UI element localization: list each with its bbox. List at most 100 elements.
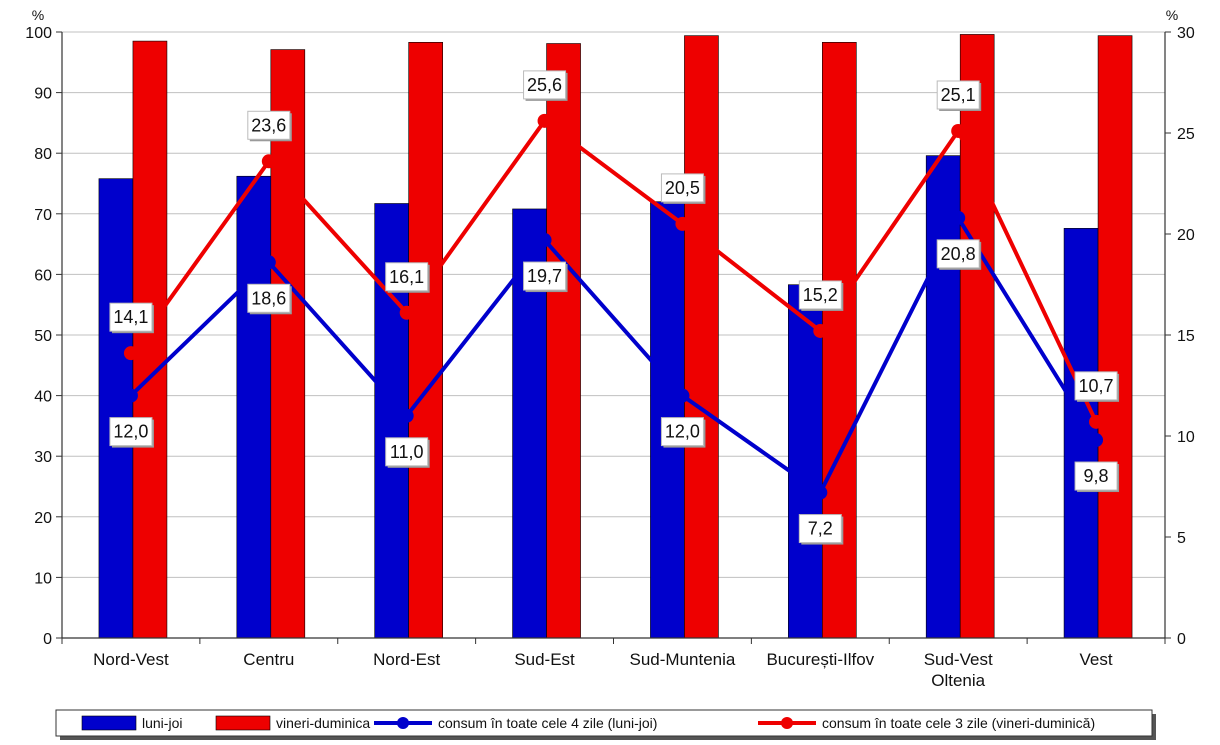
bar-1-6 — [959, 34, 995, 639]
left-axis-unit: % — [32, 7, 44, 23]
category-label: Sud-Muntenia — [630, 650, 736, 669]
data-label-text: 11,0 — [390, 442, 424, 462]
axes: 0 10 20 30 40 50 60 70 80 90 100 0 5 10 15 20 25 30% % Nord… — [25, 7, 1195, 690]
bar-1-7 — [1097, 35, 1133, 639]
left-tick-label: 90 — [34, 86, 52, 103]
line-point-1-6 — [951, 123, 966, 138]
right-tick-label: 25 — [1177, 126, 1195, 143]
left-tick-label: 80 — [34, 146, 52, 163]
right-tick-label: 20 — [1177, 227, 1195, 244]
data-label-blue-3: 19,7 — [523, 261, 568, 293]
left-tick-label: 40 — [34, 389, 52, 406]
data-label-box — [109, 302, 153, 332]
data-label-box — [936, 80, 980, 110]
right-tick-label: 0 — [1177, 631, 1186, 648]
legend-swatch — [81, 715, 137, 731]
category-label: Nord-Vest — [93, 650, 169, 669]
data-label-text: 19,7 — [527, 266, 562, 286]
data-label-red-6: 25,1 — [936, 80, 982, 111]
left-tick-label: 100 — [25, 25, 52, 42]
line-point-1-1 — [261, 154, 276, 169]
category-label: Vest — [1080, 650, 1113, 669]
data-label-text: 18,6 — [251, 288, 286, 308]
data-label-box — [247, 283, 291, 313]
legend-item-0: luni-joi — [81, 715, 182, 731]
category-label: București-Ilfov — [766, 650, 874, 669]
data-label-blue-6: 20,8 — [936, 239, 982, 270]
line-point-0-2 — [399, 408, 414, 423]
data-label-blue-2: 11,0 — [385, 437, 430, 468]
right-tick-label: 5 — [1177, 530, 1186, 547]
data-label-box — [523, 70, 567, 100]
data-label-box — [247, 110, 291, 140]
data-label-blue-1: 18,6 — [247, 283, 292, 315]
data-label-text: 16,1 — [389, 267, 424, 287]
data-label-box — [385, 262, 429, 292]
line-point-1-3 — [537, 113, 552, 128]
bar-marks — [98, 34, 1133, 639]
category-label: Centru — [243, 650, 294, 669]
line-point-0-1 — [261, 255, 276, 270]
legend-label: consum în toate cele 3 zile (vineri-dumi… — [822, 715, 1095, 731]
bar-1-0 — [132, 40, 168, 639]
data-label-text: 25,1 — [941, 85, 976, 105]
data-label-red-1: 23,6 — [247, 110, 292, 142]
line-point-0-0 — [123, 388, 138, 403]
data-label-red-3: 25,6 — [523, 70, 568, 101]
data-label-blue-5: 7,2 — [798, 514, 844, 545]
bar-1-5 — [822, 42, 857, 639]
data-label-text: 9,8 — [1084, 466, 1109, 486]
legend-swatch — [215, 715, 271, 731]
grid-lines — [62, 31, 1165, 639]
data-label-text: 7,2 — [808, 519, 833, 539]
data-label-text: 20,5 — [665, 178, 700, 198]
data-label-text: 20,8 — [941, 244, 976, 264]
data-label-box — [523, 261, 567, 291]
line-point-0-5 — [813, 485, 828, 500]
bar-1-4 — [684, 35, 719, 639]
bar-0-5 — [788, 284, 823, 639]
left-tick-label: 30 — [34, 449, 52, 466]
category-label: Sud-Vest — [924, 650, 993, 669]
data-label-box — [109, 417, 153, 447]
category-label: Sud-Est — [514, 650, 575, 669]
legend-label: consum în toate cele 4 zile (luni-joi) — [438, 715, 657, 731]
legend: luni-joi vineri-duminica consum în toate c… — [55, 709, 1156, 740]
right-tick-label: 10 — [1177, 429, 1195, 446]
legend-marker — [781, 717, 793, 729]
bar-1-2 — [408, 42, 443, 639]
legend-item-2: consum în toate cele 4 zile (luni-joi) — [374, 715, 657, 731]
right-tick-label: 15 — [1177, 328, 1195, 345]
category-label: Oltenia — [931, 671, 985, 690]
data-label-red-0: 14,1 — [109, 302, 154, 334]
line-point-0-7 — [1089, 433, 1104, 448]
line-point-1-4 — [675, 216, 690, 231]
left-tick-label: 60 — [34, 267, 52, 284]
legend-label: luni-joi — [142, 715, 182, 731]
data-label-box — [1074, 461, 1118, 491]
line-point-0-4 — [675, 388, 690, 403]
data-label-box — [660, 173, 704, 203]
data-label-box — [660, 417, 704, 447]
data-label-text: 15,2 — [803, 285, 838, 305]
data-label-text: 12,0 — [113, 422, 148, 442]
left-tick-label: 0 — [43, 631, 52, 648]
legend-label: vineri-duminica — [276, 715, 370, 731]
data-label-red-4: 20,5 — [660, 173, 706, 204]
bar-0-0 — [98, 178, 134, 639]
right-axis-unit: % — [1166, 7, 1178, 23]
data-label-blue-7: 9,8 — [1074, 461, 1120, 493]
data-label-red-2: 16,1 — [385, 262, 430, 293]
data-labels: 12,0 14,1 18,6 23,6 11,0 16,1 19,7 25,6 12,0 20,5… — [109, 70, 1120, 545]
bar-0-6 — [925, 155, 961, 639]
left-tick-label: 10 — [34, 570, 52, 587]
data-label-text: 23,6 — [251, 115, 286, 135]
line-series-1 — [129, 118, 1098, 423]
data-label-red-5: 15,2 — [798, 280, 844, 311]
category-label: Nord-Est — [373, 650, 440, 669]
line-point-1-7 — [1089, 414, 1104, 429]
bar-1-1 — [270, 49, 306, 639]
data-label-box — [1074, 371, 1118, 401]
